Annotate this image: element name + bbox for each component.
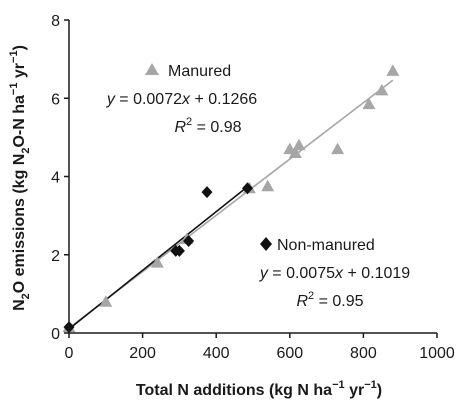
non-manured-data-point [241, 182, 253, 195]
x-tick-label: 1000 [419, 345, 455, 362]
non-manured-equation: y = 0.0075x + 0.1019 [259, 265, 410, 282]
y-tick-label: 0 [51, 326, 60, 343]
data-points [62, 64, 400, 334]
manured-data-point [375, 83, 389, 96]
manured-equation: y = 0.0072x + 0.1266 [106, 91, 257, 108]
y-tick-label: 6 [51, 91, 60, 108]
y-axis-ticks: 0 2 4 6 8 [51, 13, 69, 343]
non-manured-legend-marker [260, 237, 272, 251]
manured-data-point [386, 64, 400, 76]
manured-data-point [292, 138, 306, 151]
y-tick-label: 8 [51, 13, 60, 30]
plot-area [62, 64, 400, 334]
x-tick-label: 800 [350, 345, 377, 362]
manured-legend-marker [145, 63, 159, 75]
manured-data-point [99, 295, 113, 307]
non-manured-data-point [201, 186, 213, 199]
manured-data-point [331, 142, 345, 155]
x-tick-label: 0 [65, 345, 74, 362]
manured-r-squared: R2 = 0.98 [174, 116, 241, 136]
non-manured-r-squared: R2 = 0.95 [296, 290, 363, 310]
x-axis-title: Total N additions (kg N ha−1 yr−1) [136, 379, 382, 399]
fit-lines [68, 79, 394, 330]
non-manured-annotation: Non-manured y = 0.0075x + 0.1019 R2 = 0.… [259, 237, 410, 310]
x-tick-label: 600 [276, 345, 303, 362]
x-tick-label: 200 [129, 345, 156, 362]
manured-data-point [288, 146, 302, 159]
manured-legend-label: Manured [168, 63, 231, 80]
y-axis-title: N2O emissions (kg N2O-N ha−1 yr−1) [8, 45, 32, 311]
manured-data-point [261, 179, 275, 192]
non-manured-data-point [183, 235, 195, 248]
x-axis-ticks: 0 200 400 600 800 1000 [65, 333, 455, 362]
manured-annotation: Manured y = 0.0072x + 0.1266 R2 = 0.98 [106, 63, 257, 136]
non-manured-trend-line [68, 184, 250, 330]
y-tick-label: 2 [51, 248, 60, 265]
non-manured-data-point [173, 244, 185, 257]
x-tick-label: 400 [203, 345, 230, 362]
non-manured-legend-label: Non-manured [277, 237, 375, 254]
y-tick-label: 4 [51, 170, 60, 187]
manured-data-point [362, 97, 376, 110]
manured-data-point [150, 256, 164, 268]
